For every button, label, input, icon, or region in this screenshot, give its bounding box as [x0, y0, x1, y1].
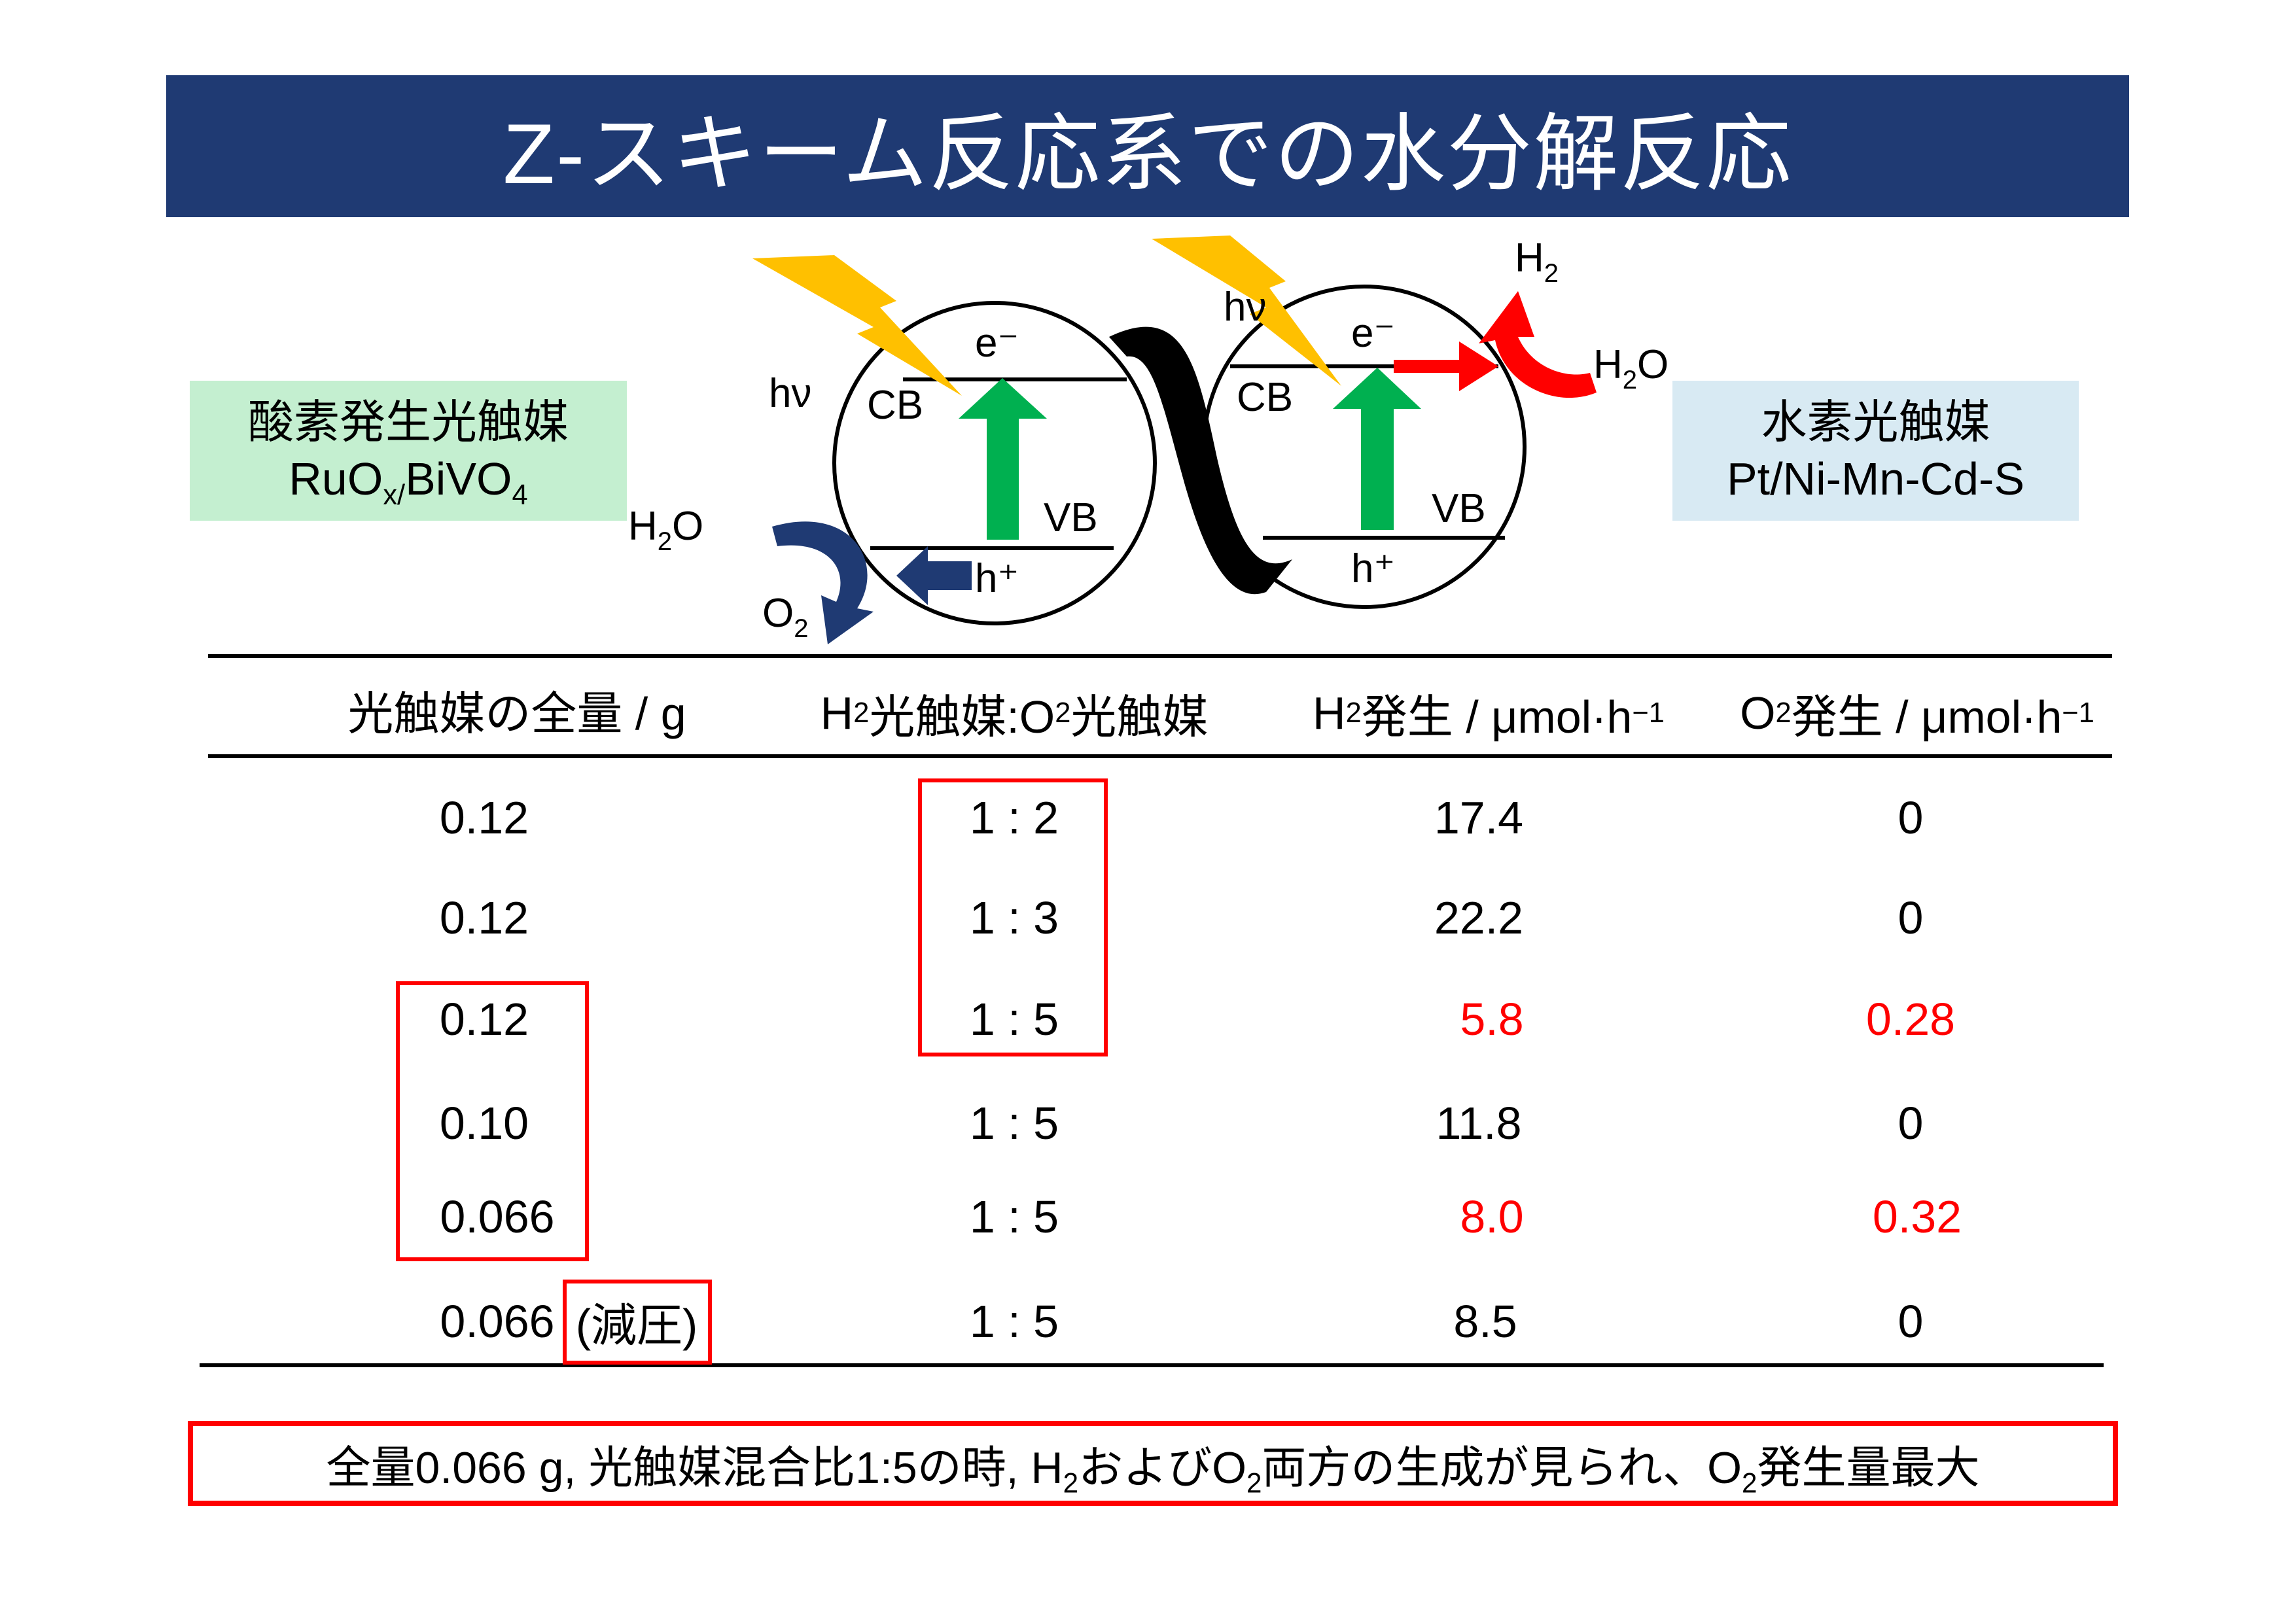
- cell-o2: 0: [1898, 892, 1924, 943]
- cell-o2: 0: [1898, 1098, 1924, 1149]
- header-h2-evolution: H 2 発生 / μmol·h −1: [1313, 688, 1665, 742]
- lightning-icon-left: [752, 255, 962, 396]
- cell-o2-highlight: 0.28: [1865, 994, 1956, 1045]
- excitation-arrow-right: [1333, 368, 1421, 530]
- h2-label: H2: [1515, 236, 1559, 288]
- cell-ratio: 1 : 5: [969, 994, 1059, 1045]
- water-reduction-arrow: [1479, 291, 1597, 398]
- o2-label: O2: [762, 591, 808, 643]
- electron-label-right: e⁻: [1351, 311, 1395, 356]
- o2-catalyst-label: 酸素発生光触媒 RuOx/BiVO4: [190, 381, 627, 521]
- cell-total: 0.12: [439, 792, 529, 843]
- vb-label-right: VB: [1432, 486, 1486, 531]
- h2-catalyst-particle: [1202, 285, 1527, 609]
- cell-h2: 8.5: [1453, 1296, 1517, 1347]
- conclusion-text: 全量0.066 g, 光触媒混合比1:5の時, H2およびO2両方の生成が見られ…: [326, 1442, 1980, 1499]
- water-oxidation-arrow: [772, 521, 874, 644]
- cell-ratio: 1 : 5: [969, 1098, 1059, 1149]
- highlight-amount-variation: [396, 981, 589, 1261]
- highlight-ratio-variation: [918, 778, 1108, 1056]
- hv-label-left: hν: [769, 371, 811, 416]
- cb-label-right: CB: [1237, 375, 1293, 420]
- cell-h2-highlight: 8.0: [1460, 1191, 1524, 1242]
- lightning-icon-right: [1152, 236, 1341, 386]
- cell-total: 0.12: [439, 994, 529, 1045]
- cell-ratio: 1 : 5: [969, 1296, 1059, 1347]
- page-title: Z-スキーム反応系での水分解反応: [166, 75, 2129, 217]
- cell-o2: 0: [1898, 792, 1924, 843]
- table-header-rule: [208, 754, 2112, 758]
- title-text: Z-スキーム反応系での水分解反応: [503, 105, 1793, 201]
- cell-o2: 0: [1898, 1296, 1924, 1347]
- cb-label-left: CB: [867, 383, 923, 428]
- o2-catalyst-name: 酸素発生光触媒: [248, 396, 569, 447]
- cell-h2: 11.8: [1436, 1098, 1522, 1149]
- cell-total: 0.10: [439, 1098, 529, 1149]
- table-top-rule: [208, 654, 2112, 658]
- h2-catalyst-label: 水素光触媒 Pt/Ni-Mn-Cd-S: [1672, 381, 2079, 521]
- cell-h2: 17.4: [1434, 792, 1524, 843]
- h2-catalyst-name: 水素光触媒: [1761, 396, 1990, 447]
- cell-o2-highlight: 0.32: [1872, 1191, 1962, 1242]
- vb-label-left: VB: [1044, 495, 1098, 540]
- hv-label-right: hν: [1224, 285, 1266, 330]
- header-mix-ratio: H 2 光触媒:O 2 光触媒: [820, 688, 1209, 742]
- mediator-band: [1109, 326, 1292, 595]
- hole-arrow-left: [896, 546, 972, 605]
- hole-label-left: h⁺: [975, 556, 1019, 601]
- h2-catalyst-formula: Pt/Ni-Mn-Cd-S: [1726, 453, 2025, 504]
- o2-catalyst-formula: RuOx/BiVO4: [289, 453, 528, 511]
- o2-catalyst-particle: [832, 301, 1157, 625]
- conclusion-box: 全量0.066 g, 光触媒混合比1:5の時, H2およびO2両方の生成が見られ…: [188, 1421, 2118, 1506]
- cell-reduced-pressure-note: (減圧): [575, 1299, 698, 1351]
- cell-h2-highlight: 5.8: [1460, 994, 1524, 1045]
- electron-transfer-arrow: [1394, 341, 1498, 391]
- cell-ratio: 1 : 3: [969, 892, 1059, 943]
- h2o-label-right: H2O: [1593, 342, 1669, 394]
- cell-ratio: 1 : 2: [969, 792, 1059, 843]
- table-bottom-rule: [200, 1363, 2104, 1367]
- excitation-arrow-left: [959, 378, 1047, 540]
- cell-total: 0.066: [440, 1296, 555, 1347]
- h2o-label-left: H2O: [628, 504, 703, 556]
- cell-total: 0.066: [440, 1191, 555, 1242]
- cell-h2: 22.2: [1434, 892, 1524, 943]
- highlight-reduced-pressure: [563, 1280, 712, 1365]
- cell-ratio: 1 : 5: [969, 1191, 1059, 1242]
- header-o2-evolution: O 2 発生 / μmol·h −1: [1740, 688, 2094, 742]
- electron-label-left: e⁻: [975, 321, 1019, 366]
- header-total-amount: 光触媒の全量 / g: [347, 688, 686, 739]
- hole-label-right: h⁺: [1351, 546, 1395, 591]
- cell-total: 0.12: [439, 892, 529, 943]
